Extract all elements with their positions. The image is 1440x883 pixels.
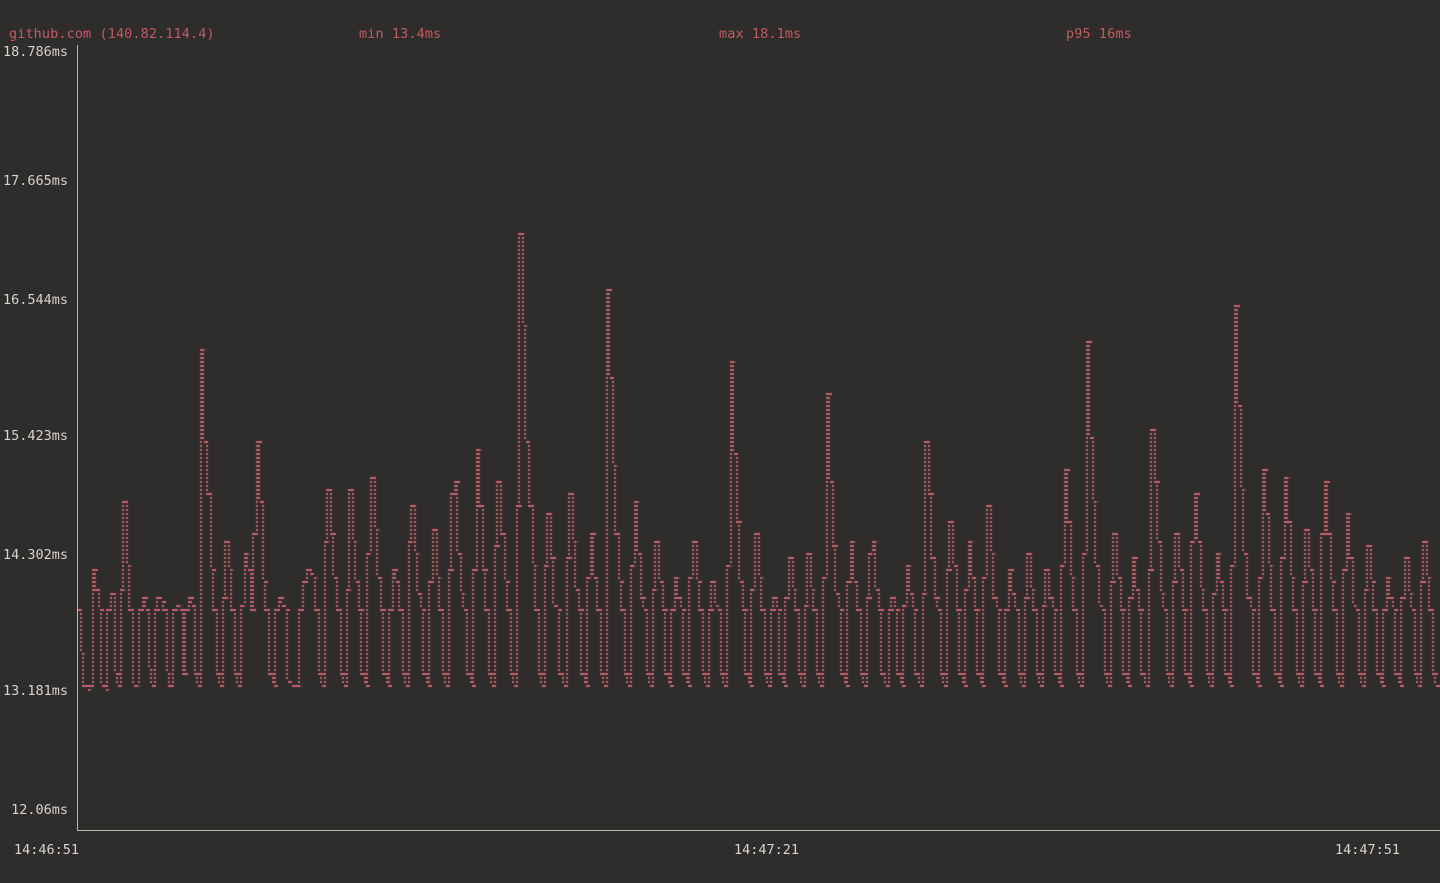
x-axis-line — [77, 830, 1440, 831]
y-axis-tick: 14.302ms — [2, 547, 68, 563]
y-axis-tick: 12.06ms — [11, 802, 68, 818]
y-axis-tick: 15.423ms — [2, 428, 68, 444]
stat-max: max 18.1ms — [719, 26, 802, 42]
y-axis-line — [77, 45, 78, 831]
x-axis-tick: 14:47:21 — [734, 842, 800, 858]
stat-min: min 13.4ms — [359, 26, 442, 42]
x-axis-tick: 14:46:51 — [14, 842, 80, 858]
host-label: github.com (140.82.114.4) — [9, 26, 215, 42]
x-axis-tick: 14:47:51 — [1335, 842, 1401, 858]
latency-plot — [78, 45, 1440, 830]
y-axis-tick: 13.181ms — [2, 683, 68, 699]
y-axis-tick: 17.665ms — [2, 173, 68, 189]
stat-p95: p95 16ms — [1066, 26, 1132, 42]
y-axis-tick: 18.786ms — [2, 44, 68, 60]
header-bar: github.com (140.82.114.4) min 13.4ms max… — [0, 0, 1440, 41]
y-axis-tick: 16.544ms — [2, 292, 68, 308]
